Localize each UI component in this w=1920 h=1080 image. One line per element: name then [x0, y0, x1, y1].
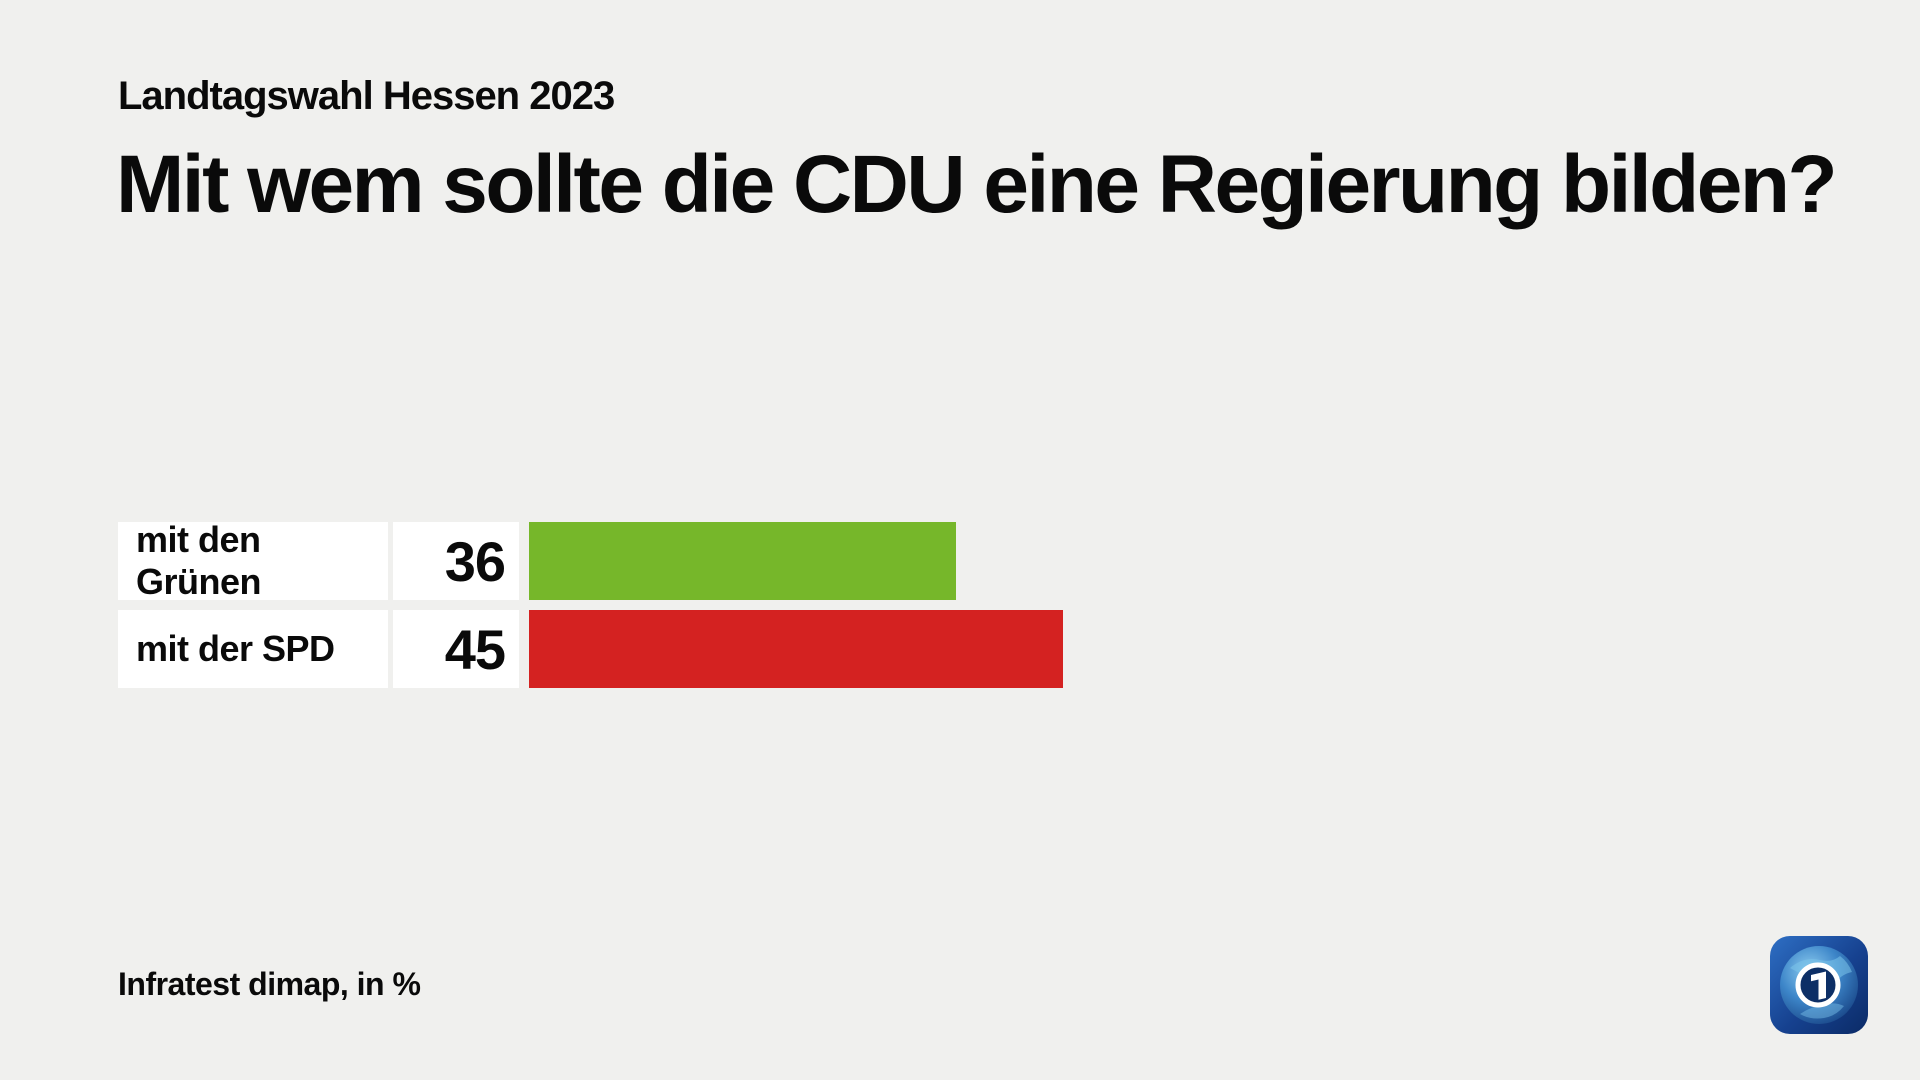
- value-label: 45: [393, 610, 519, 688]
- bar: [529, 610, 1063, 688]
- ard-globe-icon: [1770, 936, 1868, 1034]
- chart-row: mit der SPD 45: [118, 610, 1063, 688]
- page-title: Mit wem sollte die CDU eine Regierung bi…: [116, 139, 1838, 230]
- value-label: 36: [393, 522, 519, 600]
- bar: [529, 522, 957, 600]
- category-label: mit den Grünen: [118, 519, 388, 602]
- bar-chart: mit den Grünen 36 mit der SPD 45: [118, 519, 1063, 688]
- kicker: Landtagswahl Hessen 2023: [118, 74, 615, 118]
- ard-logo: [1770, 936, 1868, 1034]
- source-note: Infratest dimap, in %: [118, 966, 421, 1002]
- category-label: mit der SPD: [118, 610, 388, 688]
- chart-row: mit den Grünen 36: [118, 519, 1063, 602]
